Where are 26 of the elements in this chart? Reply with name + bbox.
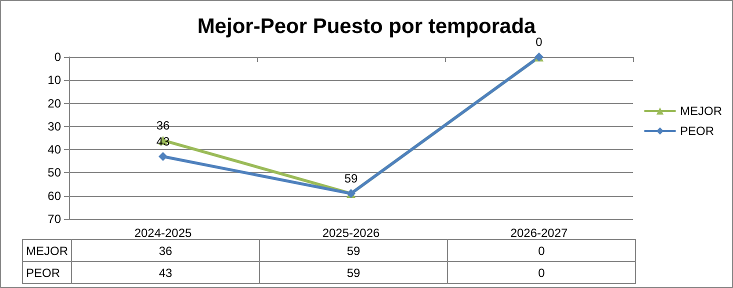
data-label: 59: [260, 262, 448, 284]
data-label: 59: [260, 240, 448, 262]
legend-label: MEJOR: [680, 104, 722, 118]
y-tick-label: 20: [48, 96, 62, 110]
y-tick-label: 70: [48, 212, 62, 226]
data-label: 0: [448, 240, 636, 262]
y-tick-label: 10: [48, 73, 62, 88]
data-label: 43: [72, 262, 260, 284]
text: PEOR: [26, 266, 60, 280]
y-tick-label: 40: [48, 142, 62, 157]
legend-label: PEOR: [680, 124, 714, 138]
x-tick-label: 2025-2026: [322, 226, 380, 240]
annotation: 0: [536, 35, 543, 49]
annotation: 59: [344, 172, 358, 186]
annotation: 36: [156, 118, 170, 132]
data-label: 36: [72, 240, 260, 262]
data-label: 0: [448, 262, 636, 284]
x-tick-label: 2026-2027: [510, 226, 568, 240]
point: [158, 152, 168, 162]
y-tick-label: 50: [48, 166, 62, 180]
y-tick-label: 60: [48, 188, 62, 203]
y-tick-label: 30: [48, 119, 62, 134]
chart-title: Mejor-Peor Puesto por temporada: [197, 15, 536, 38]
text: MEJOR: [26, 244, 68, 258]
y-tick-label: 0: [54, 50, 62, 64]
x-tick-label: 2024-2025: [134, 226, 192, 240]
